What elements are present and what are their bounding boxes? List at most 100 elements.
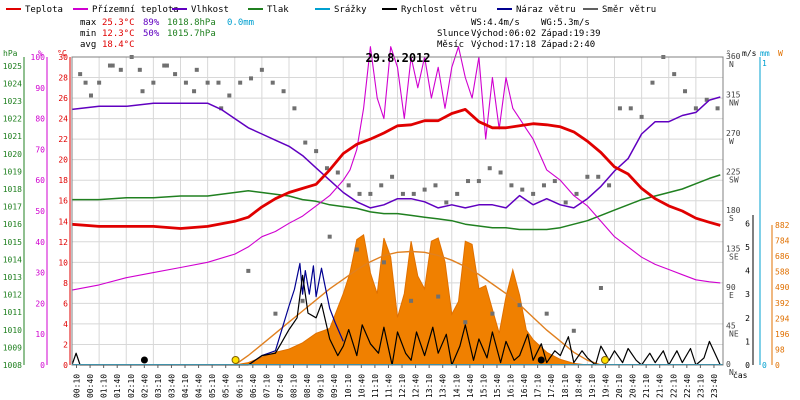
axis-hpa-tick: 1013: [3, 273, 22, 282]
axis-dir-name: NE: [729, 330, 739, 339]
axis-pct-tick: 20: [35, 299, 45, 308]
axis-wind-label: m/s: [742, 49, 757, 58]
x-tick-label: 14:10: [452, 374, 461, 398]
stats-max-temp: 25.3°C: [102, 18, 135, 28]
axis-wind-tick: 5: [745, 243, 750, 252]
wind-direction-point: [650, 80, 655, 85]
axis-temp-tick: 6: [63, 299, 68, 308]
wind-gust-line: [247, 262, 344, 366]
axis-dir-tick: 45: [726, 322, 736, 331]
wind-direction-point: [140, 89, 145, 94]
sunset-marker: [601, 356, 610, 364]
wind-direction-point: [357, 191, 362, 196]
wind-direction-point: [541, 183, 546, 188]
x-tick-label: 02:40: [140, 374, 149, 398]
legend-label: Tlak: [267, 5, 289, 15]
stats-min-press: 1015.7hPa: [167, 29, 216, 39]
axis-hpa-tick: 1016: [3, 220, 22, 229]
wind-direction-point: [78, 72, 83, 77]
x-tick-label: 23:40: [710, 374, 719, 398]
axis-hpa-tick: 1017: [3, 203, 22, 212]
axis-dir-name: S: [729, 214, 734, 223]
legend-label: Teplota: [25, 5, 63, 15]
axis-solar-tick: 294: [775, 314, 790, 323]
axis-hpa-tick: 1023: [3, 97, 22, 106]
x-tick-label: 09:10: [317, 374, 326, 398]
axis-dir-tick: 315: [726, 91, 741, 100]
axis-solar-tick: 686: [775, 252, 790, 261]
axis-temp-tick: 20: [58, 156, 68, 165]
axis-pct-tick: 10: [35, 330, 45, 339]
axis-temp-tick: 2: [63, 340, 68, 349]
wind-direction-point: [192, 89, 197, 94]
axis-wind-tick: 1: [745, 337, 750, 346]
stats-max-hum: 89%: [143, 18, 160, 28]
axis-solar-tick: 196: [775, 330, 790, 339]
wind-direction-point: [205, 80, 210, 85]
wind-direction-point: [107, 63, 112, 68]
legend: Teplota Přízemní teplota Vlhkost Tlak Srážky…: [6, 5, 656, 15]
info-moon-label: Měsíc: [437, 40, 464, 50]
header: 29.8.2012 max 25.3°C 89% 1018.8hPa 0.0mm…: [80, 18, 601, 65]
wind-direction-point: [327, 234, 332, 239]
axis-pct-label: %: [38, 49, 43, 58]
wind-direction-point: [110, 63, 115, 68]
stats-block: max 25.3°C 89% 1018.8hPa 0.0mm min 12.3°…: [80, 18, 254, 50]
wind-direction-point: [183, 80, 188, 85]
axis-time-label: čas: [733, 370, 748, 380]
x-tick-label: 12:10: [398, 374, 407, 398]
axis-temp-tick: 16: [58, 197, 68, 206]
wind-direction-point: [381, 260, 386, 265]
x-tick-label: 23:10: [696, 374, 705, 398]
axis-dir-tick: 270: [726, 129, 741, 138]
axis-hpa-tick: 1010: [3, 326, 22, 335]
info-sun-label: Slunce: [437, 29, 470, 39]
x-tick-label: 21:10: [642, 374, 651, 398]
axis-pct-tick: 90: [35, 84, 45, 93]
axis-hpa-tick: 1019: [3, 167, 22, 176]
axis-rain-tick: 1: [762, 59, 767, 68]
axis-rain-tick: 0: [762, 361, 767, 370]
info-wg: WG:5.3m/s: [541, 18, 590, 28]
wind-direction-point: [436, 294, 441, 299]
info-sunrise: Východ:06:02: [471, 29, 536, 39]
axis-dir-name: NW: [729, 99, 739, 108]
axis-dir-name: N: [729, 368, 734, 377]
wind-direction-point: [303, 140, 308, 145]
wind-direction-point: [216, 80, 221, 85]
x-tick-label: 15:10: [479, 374, 488, 398]
wind-direction-point: [246, 268, 251, 273]
legend-label: Rychlost větru: [401, 5, 477, 15]
wind-direction-point: [517, 303, 522, 308]
axis-solar-tick: 784: [775, 237, 790, 246]
stats-avg-temp: 18.4°C: [102, 40, 135, 50]
wind-direction-point: [563, 200, 568, 205]
axis-dir-tick: 135: [726, 245, 741, 254]
chart-title: 29.8.2012: [365, 51, 430, 65]
axis-temp-tick: 26: [58, 94, 68, 103]
legend-label: Směr větru: [602, 5, 656, 15]
stats-max-press: 1018.8hPa: [167, 18, 216, 28]
axis-hpa-tick: 1009: [3, 343, 22, 352]
axis-solar-tick: 490: [775, 283, 790, 292]
stats-min-hum: 50%: [143, 29, 160, 39]
wind-direction-point: [151, 80, 156, 85]
axis-dir-tick: 0: [726, 360, 731, 369]
wind-direction-point: [227, 93, 232, 98]
wind-direction-point: [463, 320, 468, 325]
x-tick-label: 09:40: [330, 374, 339, 398]
axis-pct-tick: 30: [35, 269, 45, 278]
x-tick-label: 00:40: [86, 374, 95, 398]
x-tick-label: 05:10: [208, 374, 217, 398]
x-tick-label: 04:40: [195, 374, 204, 398]
axis-solar-tick: 588: [775, 268, 790, 277]
axis-dir-tick: 180: [726, 206, 741, 215]
stats-min-label: min: [80, 29, 96, 39]
wind-direction-point: [693, 106, 698, 111]
grid: [71, 56, 724, 366]
axis-solar-tick: 0: [775, 361, 780, 370]
x-tick-label: 17:10: [534, 374, 543, 398]
legend-label: Vlhkost: [191, 5, 229, 15]
wind-direction-point: [617, 106, 622, 111]
axis-temp-tick: 18: [58, 176, 68, 185]
